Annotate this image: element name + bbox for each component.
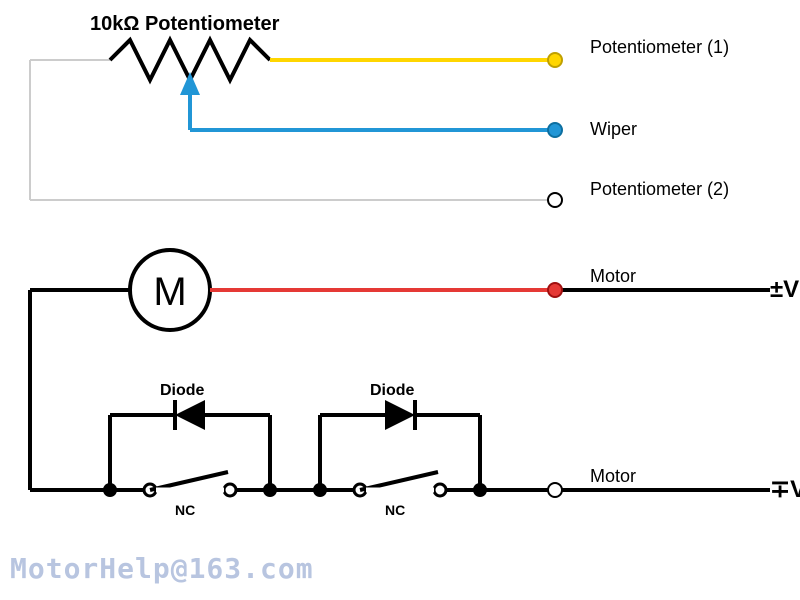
switch-2-lever bbox=[360, 472, 438, 490]
motor-bottom-node bbox=[548, 483, 562, 497]
v-bottom-label: ∓V bbox=[770, 476, 800, 503]
motor-bottom-label: Motor bbox=[590, 466, 636, 486]
switch-1-lever bbox=[150, 472, 228, 490]
diode-2-icon bbox=[385, 400, 415, 430]
watermark-text: MotorHelp@163.com bbox=[10, 552, 314, 585]
v-top-label: ±V bbox=[770, 276, 799, 303]
diode-1-icon bbox=[175, 400, 205, 430]
pot-pin2-label: Potentiometer (2) bbox=[590, 179, 729, 199]
diode-switch-unit-1: Diode NC bbox=[103, 382, 277, 518]
wiper-node bbox=[548, 123, 562, 137]
circuit-diagram: 10kΩ Potentiometer Potentiometer (1) Wip… bbox=[0, 0, 800, 600]
motor-top-label: Motor bbox=[590, 266, 636, 286]
diode-switch-unit-2: Diode NC bbox=[313, 382, 487, 518]
pot-pin1-label: Potentiometer (1) bbox=[590, 37, 729, 57]
diode-1-label: Diode bbox=[160, 382, 205, 399]
pot-pin1-node bbox=[548, 53, 562, 67]
pot-pin2-node bbox=[548, 193, 562, 207]
motor-symbol-text: M bbox=[153, 270, 186, 314]
motor-top-node bbox=[548, 283, 562, 297]
wiper-label: Wiper bbox=[590, 119, 637, 139]
diode-2-label: Diode bbox=[370, 382, 415, 399]
nc-2-label: NC bbox=[385, 502, 405, 518]
nc-1-label: NC bbox=[175, 502, 195, 518]
wiper-arrow-head bbox=[180, 72, 200, 95]
pot-title-label: 10kΩ Potentiometer bbox=[90, 13, 280, 35]
